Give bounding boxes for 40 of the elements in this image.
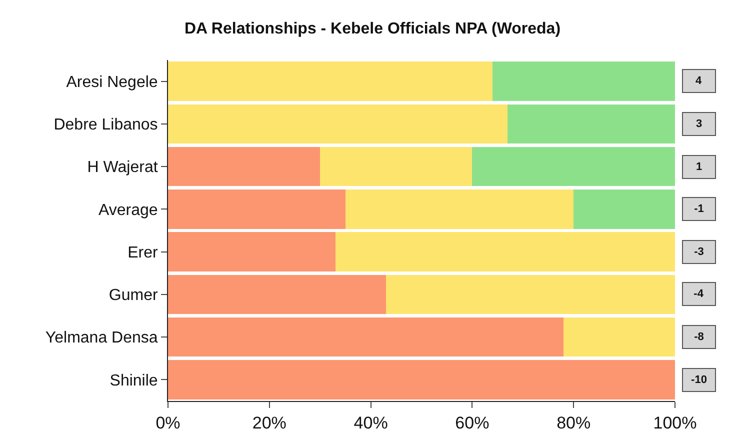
bar: [320, 146, 472, 186]
bar: [574, 190, 675, 229]
y-tick-label: Average: [98, 202, 158, 219]
bar: [168, 360, 675, 400]
y-tick-label: Aresi Negele: [66, 74, 158, 91]
y-tick-label: Debre Libanos: [54, 116, 158, 134]
text: -10: [691, 374, 707, 386]
bar: [168, 146, 320, 186]
bar: [335, 232, 675, 272]
y-tick-label: Yelmana Densa: [45, 330, 158, 347]
bar: [492, 62, 675, 101]
y-tick-label: Erer: [128, 244, 158, 262]
x-tick-label: 100%: [653, 413, 697, 432]
bar: [168, 317, 564, 357]
bar: [563, 317, 675, 357]
text: 3: [696, 118, 702, 130]
x-tick-label: 40%: [354, 413, 388, 432]
bar: [386, 274, 675, 314]
bar: [472, 146, 675, 186]
bar: [345, 190, 574, 229]
y-tick-label: Shinile: [110, 372, 158, 390]
y-tick-label: H Wajerat: [87, 159, 158, 176]
bar: [508, 104, 675, 144]
x-tick-label: 60%: [455, 413, 490, 432]
text: -3: [694, 246, 704, 258]
text: -4: [694, 288, 704, 300]
bar: [168, 190, 346, 229]
x-tick-label: 20%: [252, 413, 286, 432]
text: 4: [696, 75, 702, 87]
bar: [168, 104, 508, 144]
text: 1: [696, 161, 702, 173]
x-tick-label: 80%: [556, 413, 591, 432]
bar: [168, 274, 386, 314]
chart-title: DA Relationships - Kebele Officials NPA (Woreda): [184, 20, 561, 38]
text: -8: [694, 331, 704, 343]
bar: [168, 232, 336, 272]
bar: [168, 62, 492, 101]
text: -1: [694, 203, 704, 215]
x-tick-label: 0%: [156, 413, 180, 432]
y-tick-label: Gumer: [108, 287, 158, 304]
